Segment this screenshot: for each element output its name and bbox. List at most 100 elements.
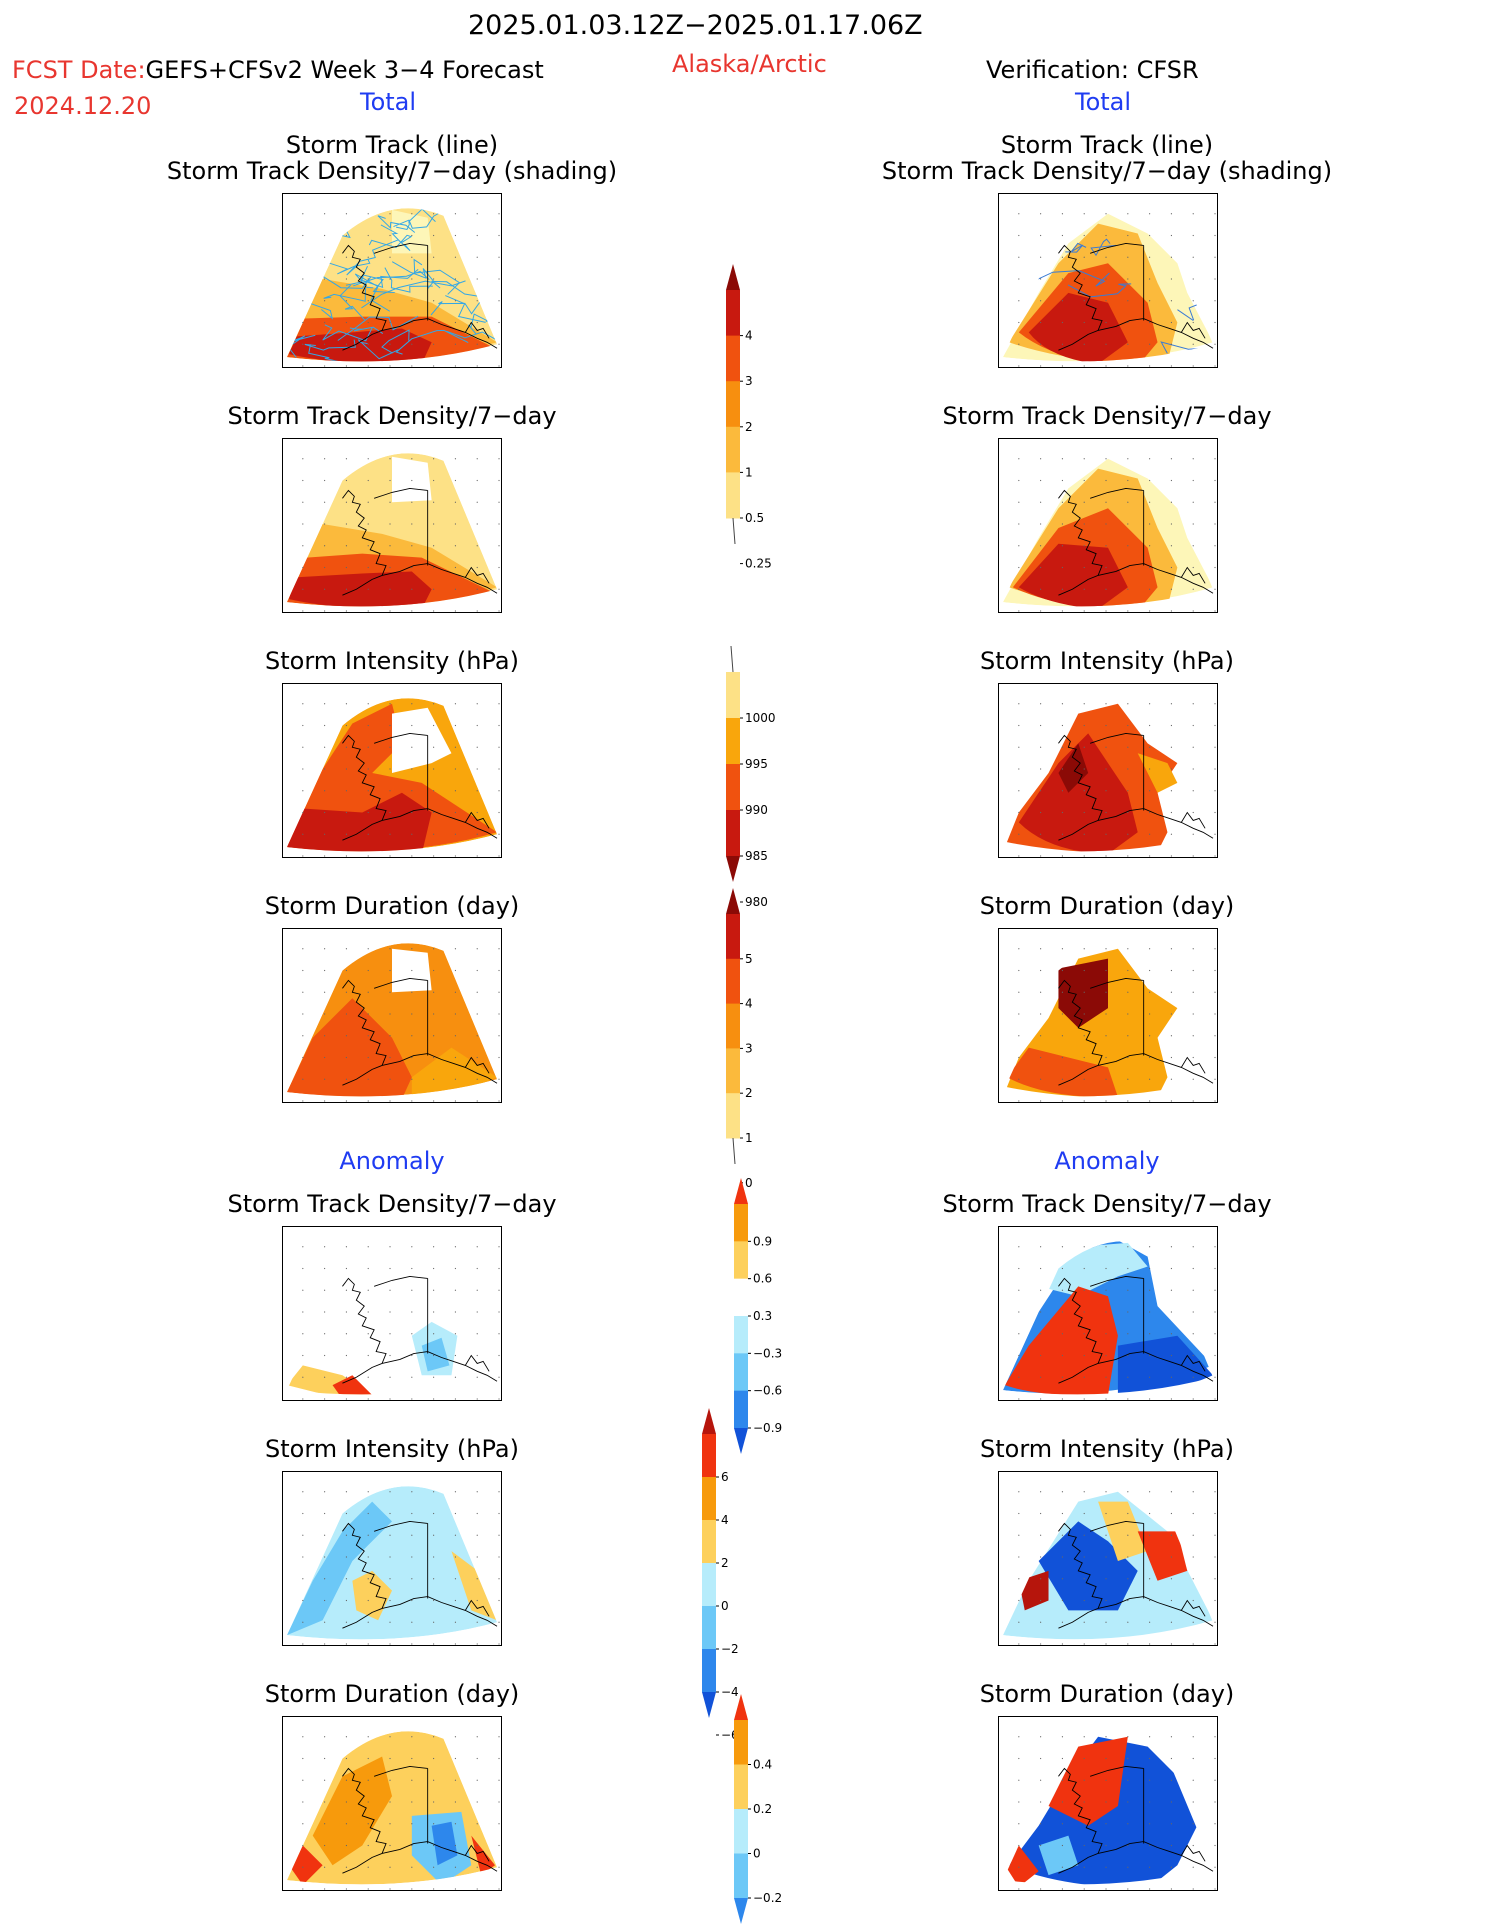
map-right-anom-duration <box>998 1716 1218 1891</box>
colorbar-swatch <box>726 1093 740 1139</box>
storm-track-line <box>1067 283 1132 298</box>
map-left-track <box>282 193 502 368</box>
storm-track-line <box>308 344 345 362</box>
colorbar-label: 0 <box>753 1847 761 1861</box>
colorbar-swatch <box>734 1278 748 1317</box>
colorbar-label: 0.6 <box>753 1272 772 1286</box>
lat-lon-grid <box>302 213 500 367</box>
storm-track-line <box>1090 238 1117 257</box>
shading-region <box>1006 1047 1118 1097</box>
left-anom-duration-title: Storm Duration (day) <box>264 1680 520 1708</box>
right-track-title: Storm Track (line) Storm Track Density/7… <box>827 132 1387 184</box>
map-svg <box>1002 458 1216 612</box>
map-svg <box>286 698 500 857</box>
lat-lon-grid <box>302 1246 500 1400</box>
map-right-anom-intensity <box>998 1471 1218 1646</box>
lat-lon-grid <box>302 703 500 857</box>
colorbar-label: 4 <box>721 1513 729 1527</box>
shading-region <box>286 998 412 1097</box>
left-duration-title: Storm Duration (day) <box>264 892 520 920</box>
map-svg <box>286 943 500 1102</box>
colorbar-label: 0 <box>721 1599 729 1613</box>
lat-lon-grid <box>302 948 500 1102</box>
colorbar-label: −0.3 <box>753 1346 782 1360</box>
storm-track-line <box>361 280 466 309</box>
colorbar-svg: 5 4 3 2 1 0 <box>726 888 753 1190</box>
colorbar-label: 2 <box>721 1556 729 1570</box>
colorbar-label: 0.5 <box>745 511 764 525</box>
left-density-title: Storm Track Density/7−day <box>227 402 557 430</box>
lat-lon-grid <box>1018 1246 1216 1400</box>
colorbar-swatch <box>734 1353 748 1392</box>
shading-region <box>1028 292 1128 362</box>
colorbar-svg: 4 3 2 1 0.5 0.25 <box>726 264 772 571</box>
colorbar-swatch <box>726 381 740 428</box>
colorbar-label: 0.2 <box>753 1802 772 1816</box>
map-right-duration <box>998 928 1218 1103</box>
storm-track-line <box>395 208 436 231</box>
alaska-coastline <box>1058 1520 1214 1629</box>
alaska-coastline <box>1058 732 1214 841</box>
map-right-track <box>998 193 1218 368</box>
alaska-coastline <box>342 1765 498 1874</box>
colorbar-svg: 0.9 0.6 0.3 −0.3 −0.6 −0.9 <box>734 1178 782 1454</box>
colorbar-bottom-arrow <box>732 517 736 545</box>
shading-region <box>286 1501 392 1636</box>
colorbar-label: 1 <box>745 465 753 479</box>
right-anom-intensity-title: Storm Intensity (hPa) <box>980 1435 1234 1463</box>
storm-track-line <box>377 215 416 233</box>
shading-region <box>1098 1501 1148 1561</box>
colorbar-label: 0.25 <box>745 557 772 571</box>
colorbar-label: 4 <box>745 329 753 343</box>
lat-lon-grid <box>1018 1491 1216 1645</box>
colorbar-bottom-arrow <box>732 1137 736 1165</box>
colorbar-swatch <box>702 1434 716 1478</box>
shading-region <box>392 456 432 503</box>
shading-region <box>286 792 432 852</box>
alaska-coastline <box>342 977 498 1086</box>
colorbar-label: 2 <box>745 420 753 434</box>
colorbar-label: 1 <box>745 1131 753 1145</box>
shading-region <box>1137 1531 1188 1581</box>
storm-track-line <box>393 208 451 229</box>
map-left-anom-intensity <box>282 1471 502 1646</box>
map-left-anom-density <box>282 1226 502 1401</box>
colorbar-label: 985 <box>745 849 768 863</box>
lat-lon-grid <box>302 1491 500 1645</box>
left-anom-intensity-title: Storm Intensity (hPa) <box>265 1435 519 1463</box>
colorbar-top-arrow <box>734 1694 748 1720</box>
shading-region <box>332 1375 373 1395</box>
storm-track-line <box>304 339 356 351</box>
colorbar-bottom-arrow <box>734 1898 748 1924</box>
map-left-anom-duration <box>282 1716 502 1891</box>
colorbar-bottom-arrow <box>734 1428 748 1454</box>
colorbar-swatch <box>734 1241 748 1280</box>
storm-track-line <box>322 324 373 342</box>
storm-track-line <box>380 224 411 252</box>
storm-track-line <box>1037 270 1110 287</box>
colorbar-label: 2 <box>745 1086 753 1100</box>
right-anom-duration-title: Storm Duration (day) <box>979 1680 1235 1708</box>
colorbar-label: 980 <box>745 895 768 909</box>
colorbar-swatch <box>726 914 740 960</box>
map-svg <box>286 453 500 612</box>
colorbar-swatch <box>734 1316 748 1354</box>
map-svg <box>286 208 500 367</box>
colorbar-top-arrow <box>702 1408 716 1434</box>
shading-region <box>1018 543 1128 607</box>
map-svg <box>1006 948 1216 1102</box>
colorbar-swatch <box>726 1003 740 1049</box>
storm-track-line <box>381 329 410 354</box>
shading-region <box>431 1821 458 1866</box>
colorbar-bottom-arrow <box>726 856 740 882</box>
colorbar-top-arrow <box>734 1178 748 1204</box>
right-density-title: Storm Track Density/7−day <box>942 402 1272 430</box>
map-left-intensity <box>282 683 502 858</box>
map-right-anom-density <box>998 1226 1218 1401</box>
storm-track-line <box>470 243 498 262</box>
alaska-coastline <box>342 487 498 596</box>
colorbar-swatch <box>734 1390 748 1429</box>
right-total-label: Total <box>1075 88 1132 116</box>
storm-track-line <box>391 261 435 289</box>
